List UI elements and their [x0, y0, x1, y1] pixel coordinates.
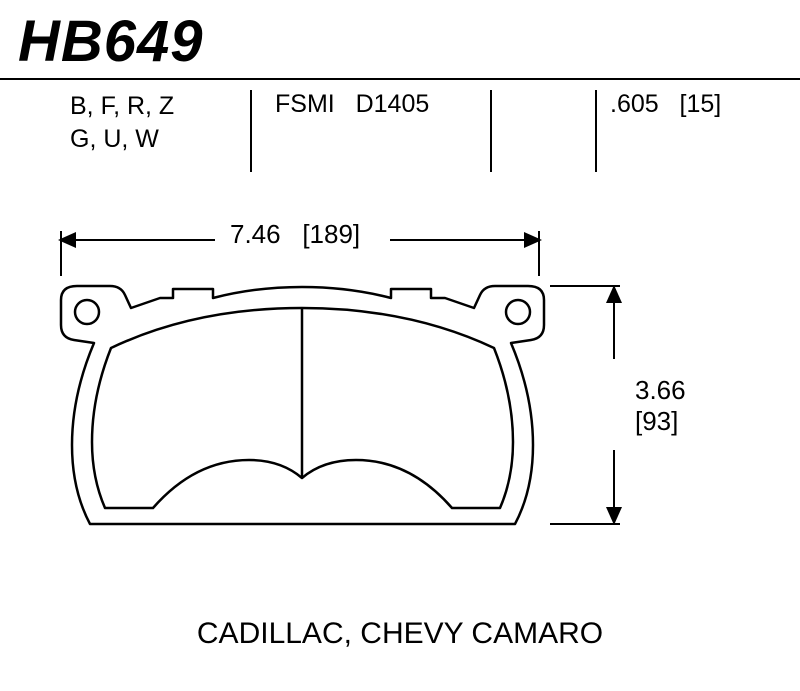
- height-in: 3.66: [635, 375, 686, 406]
- compound-codes: B, F, R, Z G, U, W: [70, 90, 174, 155]
- width-arrow-right: [390, 239, 540, 241]
- height-mm: [93]: [635, 406, 686, 437]
- width-dimension: 7.46 [189]: [60, 225, 540, 265]
- spec-divider-3: [595, 90, 597, 172]
- spec-row: B, F, R, Z G, U, W FSMI D1405 .605 [15]: [0, 90, 800, 175]
- width-label: 7.46 [189]: [230, 219, 360, 250]
- width-in: 7.46: [230, 219, 281, 249]
- arrow-head-down-icon: [606, 507, 622, 525]
- fsmi-value: D1405: [356, 90, 430, 118]
- codes-line1: B, F, R, Z: [70, 90, 174, 123]
- thickness-in: .605: [610, 90, 659, 118]
- spec-divider-2: [490, 90, 492, 172]
- fsmi-label: FSMI: [275, 90, 335, 118]
- height-label: 3.66 [93]: [635, 375, 686, 437]
- top-divider: [0, 78, 800, 80]
- thickness-spec: .605 [15]: [610, 90, 721, 119]
- brake-pad-outline: [55, 280, 550, 530]
- width-arrow-left: [60, 239, 215, 241]
- page: HB649 B, F, R, Z G, U, W FSMI D1405 .605…: [0, 0, 800, 691]
- fsmi-spec: FSMI D1405: [275, 90, 429, 119]
- part-number: HB649: [18, 8, 204, 75]
- vehicle-fitment: CADILLAC, CHEVY CAMARO: [0, 617, 800, 651]
- spec-divider-1: [250, 90, 252, 172]
- height-dimension: 3.66 [93]: [580, 285, 710, 525]
- codes-line2: G, U, W: [70, 123, 174, 156]
- arrow-head-right-icon: [524, 232, 542, 248]
- height-arrow-top: [613, 287, 615, 359]
- width-mm: [189]: [302, 219, 360, 249]
- thickness-mm: [15]: [680, 90, 722, 118]
